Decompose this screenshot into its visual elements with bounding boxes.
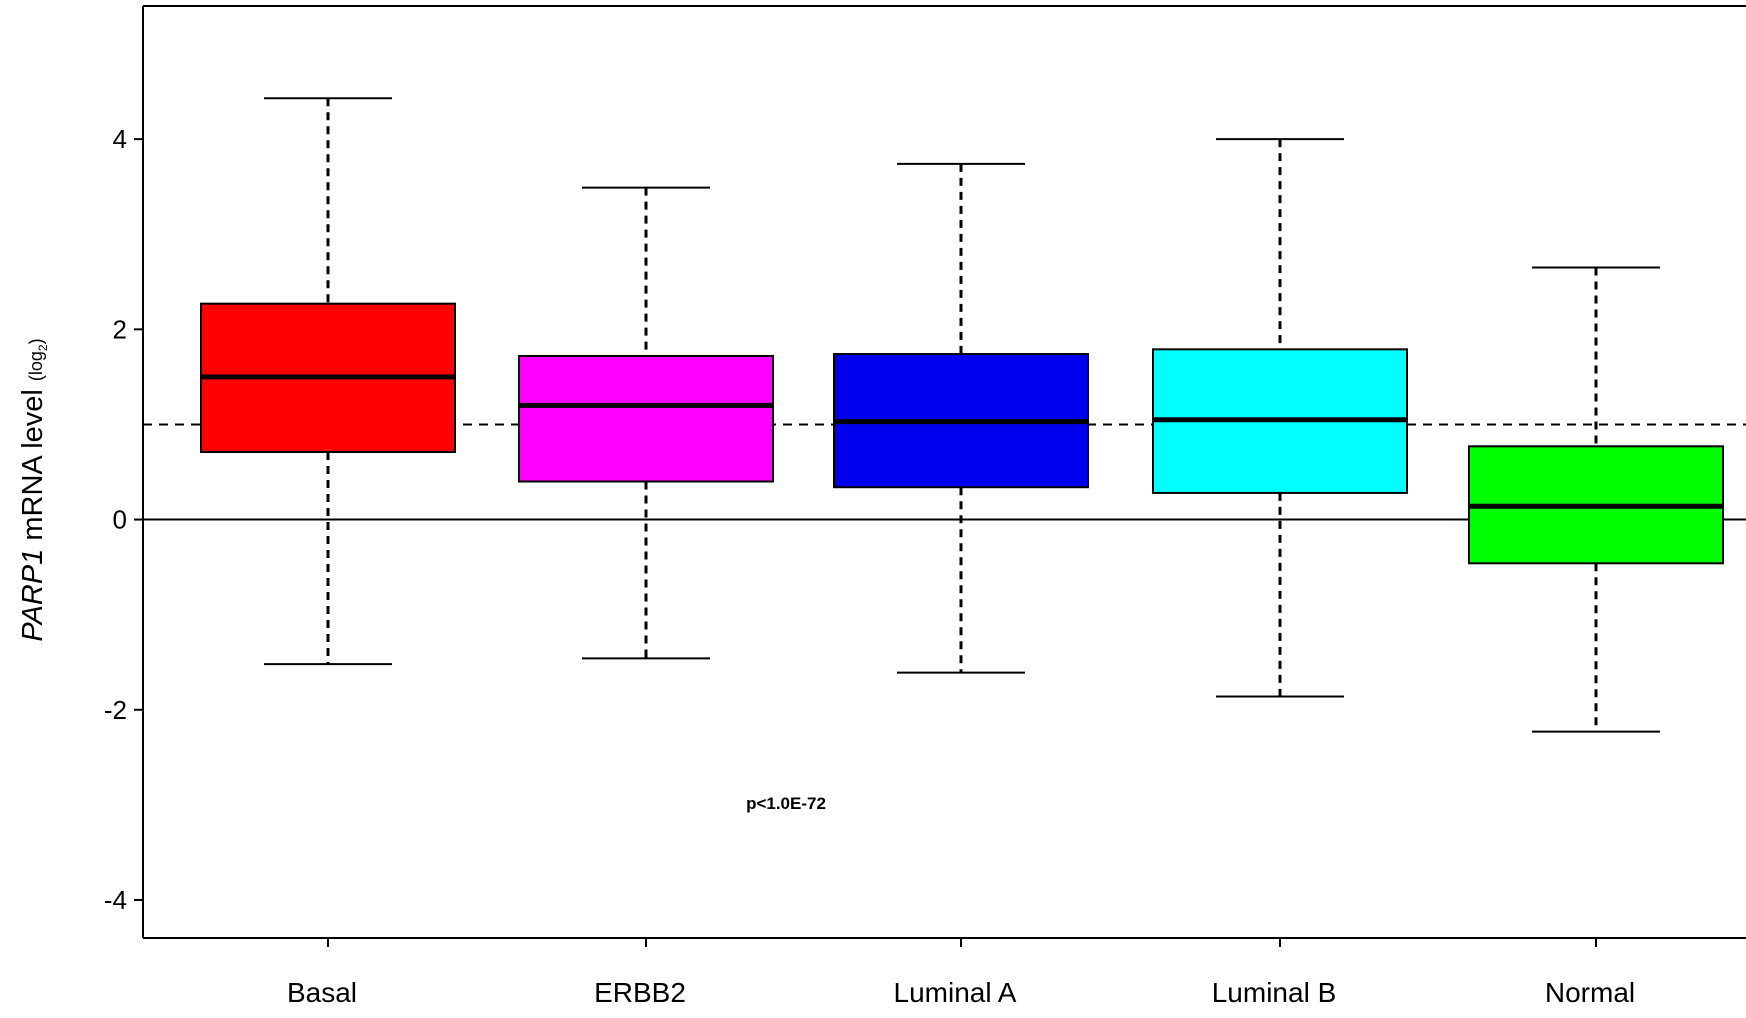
x-tick-label-erbb2: ERBB2 [594,977,686,1008]
x-tick-label-normal: Normal [1545,977,1635,1008]
x-tick-label-luminal-b: Luminal B [1212,977,1337,1008]
box-luminal-a [833,162,1089,674]
p-value-annotation: p<1.0E-72 [746,794,826,813]
y-axis-title: PARP1 mRNA level (log2) [17,338,50,641]
y-tick-label: -4 [104,885,127,915]
x-tick-label-luminal-a: Luminal A [894,977,1017,1008]
y-tick-label: 0 [113,505,127,535]
x-tick-label-basal: Basal [287,977,357,1008]
box-basal [200,97,456,666]
box-luminal-b [1152,138,1408,698]
box-iqr [518,354,774,483]
y-tick-label: -2 [104,695,127,725]
box-normal [1468,266,1724,733]
box-erbb2 [518,186,774,660]
y-tick-label: 4 [113,124,127,154]
y-tick-label: 2 [113,314,127,344]
